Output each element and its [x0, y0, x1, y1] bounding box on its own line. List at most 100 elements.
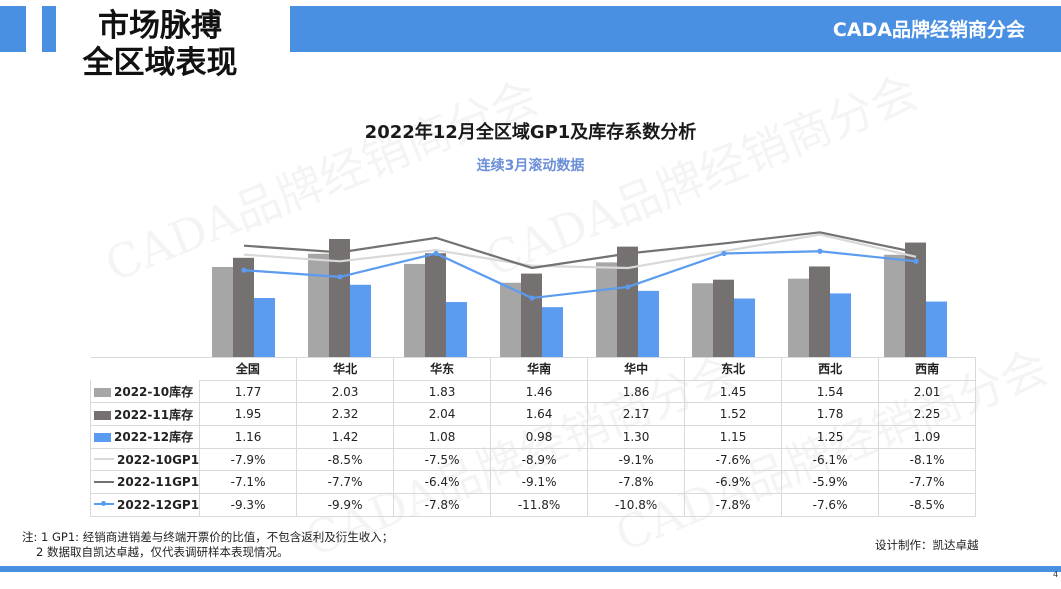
bar-2022-12库存-华北: [350, 284, 371, 357]
table-row: 2022-12GP1 -9.3% -9.9% -7.8% -11.8% -10.8% -7.…: [89, 493, 977, 517]
table-cell: 1.30: [587, 425, 686, 449]
table-cell: 2.01: [878, 380, 977, 404]
page-title: 市场脉搏 全区域表现: [60, 8, 260, 82]
table-cell: 1.77: [199, 380, 298, 404]
table-cell: -7.7%: [878, 470, 977, 495]
table-cell: 1.95: [199, 402, 298, 427]
series-name: 2022-12库存: [114, 430, 194, 445]
series-name: 2022-10GP1: [117, 452, 200, 467]
bar-2022-11库存-华中: [617, 246, 638, 357]
point-2022-12GP1-华中: [625, 284, 631, 290]
chart-subtitle: 连续3月滚动数据: [476, 158, 585, 174]
table-cell: -7.1%: [199, 470, 298, 495]
point-2022-12GP1-西南: [913, 258, 919, 264]
series-label: 2022-12GP1: [89, 493, 201, 517]
bar-2022-11库存-华南: [521, 273, 542, 357]
table-cell: 0.98: [490, 425, 589, 449]
bar-2022-11库存-东北: [713, 279, 734, 357]
series-label: 2022-11库存: [89, 402, 201, 427]
line-2022-12GP1: [243, 250, 917, 300]
slide-number: 4: [1053, 570, 1059, 579]
category-label: 西南: [878, 357, 977, 381]
bar-2022-11库存-全国: [233, 257, 254, 357]
table-row: 2022-12库存 1.16 1.42 1.08 0.98 1.30 1.15 1.25 1.0…: [89, 425, 977, 449]
table-cell: -9.3%: [199, 493, 298, 517]
table-cell: 1.78: [781, 402, 880, 427]
bar-2022-12库存-华东: [446, 302, 467, 357]
table-header-row: 全国 华北 华东 华南 华中 东北 西北 西南: [90, 357, 977, 381]
table-cell: -9.9%: [296, 493, 395, 517]
legend-line: [94, 500, 114, 506]
table-cell: 1.64: [490, 402, 589, 427]
table-cell: 1.42: [296, 425, 395, 449]
line-2022-11GP1: [243, 231, 917, 270]
chart-title: 2022年12月全区域GP1及库存系数分析: [364, 122, 697, 143]
bar-2022-10库存-华北: [308, 253, 329, 357]
table-cell: -7.7%: [296, 470, 395, 495]
table-cell: 1.83: [393, 380, 492, 404]
table-cell: -7.8%: [587, 470, 686, 495]
table-cell: -5.9%: [781, 470, 880, 495]
series-name: 2022-11库存: [114, 407, 194, 422]
table-cell: -8.5%: [296, 448, 395, 472]
series-label: 2022-10GP1: [89, 448, 201, 472]
table-cell: -6.9%: [684, 470, 783, 495]
table-cell: -9.1%: [587, 448, 686, 472]
bar-2022-12库存-华南: [542, 307, 563, 357]
table-cell: 2.03: [296, 380, 395, 404]
table-cell: -7.5%: [393, 448, 492, 472]
design-credit: 设计制作：凯达卓越: [875, 538, 979, 552]
table-cell: 2.04: [393, 402, 492, 427]
footer-band: [0, 566, 1061, 572]
series-name: 2022-11GP1: [117, 475, 200, 490]
table-cell: 2.32: [296, 402, 395, 427]
bar-2022-10库存-西南: [884, 254, 905, 357]
table-cell: 1.45: [684, 380, 783, 404]
table-cell: 1.16: [199, 425, 298, 449]
category-label: 西北: [781, 357, 880, 381]
title-accent-bar-left: [0, 6, 26, 52]
table-cell: -8.5%: [878, 493, 977, 517]
page-title-line2: 全区域表现: [82, 45, 238, 81]
bar-2022-12库存-华中: [638, 290, 659, 357]
category-label: 东北: [684, 357, 783, 381]
point-2022-12GP1-华南: [529, 295, 535, 301]
table-cell: -11.8%: [490, 493, 589, 517]
footnote: 注: 1 GP1: 经销商进销差与终端开票价的比值，不包含返利及衍生收入； 2 …: [22, 530, 393, 560]
header-band: CADA品牌经销商分会: [290, 6, 1061, 52]
bar-2022-12库存-西北: [830, 293, 851, 357]
table-cell: 1.52: [684, 402, 783, 427]
table-cell: 1.15: [684, 425, 783, 449]
title-accent-bar-right: [42, 6, 56, 52]
footnote-line2: 2 数据取自凯达卓越，仅代表调研样本表现情况。: [36, 545, 289, 559]
bar-2022-11库存-华北: [329, 239, 350, 357]
category-label: 华北: [296, 357, 395, 381]
bar-2022-11库存-西北: [809, 266, 830, 357]
bar-2022-12库存-西南: [926, 301, 947, 357]
category-label: 全国: [199, 357, 298, 381]
bar-2022-10库存-华东: [404, 263, 425, 357]
legend-swatch: [94, 410, 111, 420]
table-row: 2022-10库存 1.77 2.03 1.83 1.46 1.86 1.45 1.54 2.0…: [89, 380, 977, 404]
table-cell: -9.1%: [490, 470, 589, 495]
table-row: 2022-10GP1 -7.9% -8.5% -7.5% -8.9% -9.1% -7.6%…: [89, 448, 977, 472]
table-row: 2022-11GP1 -7.1% -7.7% -6.4% -9.1% -7.8% -6.9%…: [89, 470, 977, 495]
bar-2022-10库存-华中: [596, 262, 617, 357]
series-label: 2022-10库存: [89, 380, 201, 404]
legend-swatch: [94, 387, 111, 397]
page-title-line1: 市场脉搏: [98, 8, 222, 44]
category-label: 华南: [490, 357, 589, 381]
chart-data-table: 全国 华北 华东 华南 华中 东北 西北 西南 2022-10库存 1.77 2.03 1.83 1.4…: [89, 357, 977, 517]
table-cell: 2.25: [878, 402, 977, 427]
series-name: 2022-12GP1: [117, 497, 200, 512]
table-cell: -6.1%: [781, 448, 880, 472]
table-cell: 1.08: [393, 425, 492, 449]
table-cell: -10.8%: [587, 493, 686, 517]
point-2022-12GP1-东北: [721, 250, 727, 257]
line-2022-10GP1: [243, 233, 917, 270]
table-cell: 1.54: [781, 380, 880, 404]
table-cell: -7.6%: [781, 493, 880, 517]
bar-2022-10库存-华南: [500, 282, 521, 357]
point-2022-12GP1-全国: [241, 267, 247, 273]
